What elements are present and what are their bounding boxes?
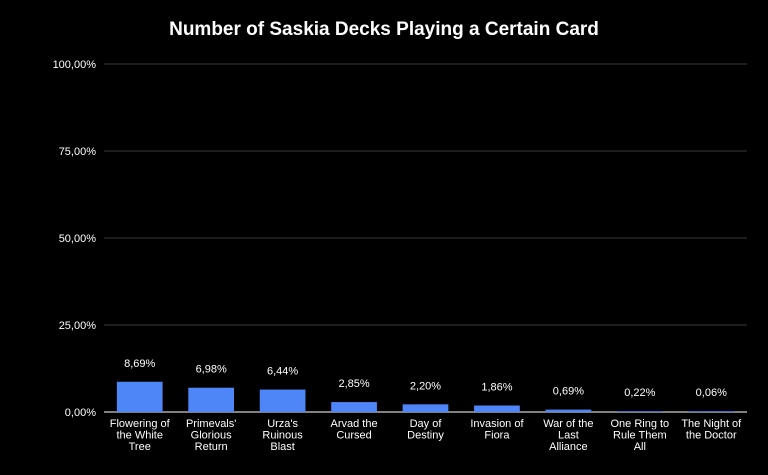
x-tick-label: Alliance bbox=[549, 441, 588, 453]
y-tick-label: 75,00% bbox=[59, 146, 97, 158]
bar-value-label: 8,69% bbox=[124, 358, 155, 370]
x-tick-label: Cursed bbox=[336, 430, 371, 442]
bar-value-label: 0,22% bbox=[624, 387, 655, 399]
x-tick-label: the White bbox=[116, 430, 162, 442]
bar bbox=[616, 411, 663, 412]
x-tick-label: Glorious bbox=[191, 430, 232, 442]
bar bbox=[545, 409, 592, 412]
y-tick-label: 0,00% bbox=[65, 407, 96, 419]
x-tick-label: Rule Them bbox=[613, 430, 667, 442]
x-tick-label: Urza's bbox=[267, 418, 298, 430]
bar bbox=[474, 405, 520, 412]
x-tick-label: Day of bbox=[410, 418, 443, 430]
bar bbox=[259, 389, 306, 412]
x-tick-label: War of the bbox=[543, 418, 593, 430]
x-tick-label: Last bbox=[558, 430, 579, 442]
bar-value-label: 6,44% bbox=[267, 366, 298, 378]
x-tick-label: Arvad the bbox=[331, 418, 378, 430]
y-tick-label: 25,00% bbox=[59, 320, 97, 332]
bar-value-label: 2,85% bbox=[338, 378, 369, 390]
x-tick-label: Invasion of bbox=[470, 418, 524, 430]
bar-value-label: 6,98% bbox=[196, 364, 227, 376]
x-tick-label: One Ring to bbox=[610, 418, 669, 430]
x-tick-label: All bbox=[634, 441, 646, 453]
x-tick-label: Fiora bbox=[484, 430, 510, 442]
x-tick-label: Blast bbox=[270, 441, 294, 453]
bar-value-label: 0,06% bbox=[696, 387, 727, 399]
bar-value-label: 1,86% bbox=[481, 382, 512, 394]
y-tick-label: 50,00% bbox=[59, 233, 97, 245]
bar bbox=[402, 404, 449, 412]
y-tick-label: 100,00% bbox=[53, 59, 97, 71]
bar-value-label: 2,20% bbox=[410, 380, 441, 392]
x-tick-label: Flowering of bbox=[110, 418, 171, 430]
x-tick-label: Ruinous bbox=[262, 430, 303, 442]
x-tick-label: the Doctor bbox=[686, 430, 737, 442]
x-tick-label: Primevals' bbox=[186, 418, 236, 430]
x-tick-label: Destiny bbox=[407, 430, 444, 442]
bar bbox=[688, 411, 735, 412]
bar bbox=[188, 387, 235, 412]
x-tick-label: Tree bbox=[129, 441, 151, 453]
bar bbox=[116, 381, 163, 412]
bar bbox=[331, 402, 377, 412]
chart-title: Number of Saskia Decks Playing a Certain… bbox=[169, 19, 599, 40]
x-tick-label: The Night of bbox=[681, 418, 742, 430]
bar-value-label: 0,69% bbox=[553, 386, 584, 398]
x-tick-label: Return bbox=[195, 441, 228, 453]
